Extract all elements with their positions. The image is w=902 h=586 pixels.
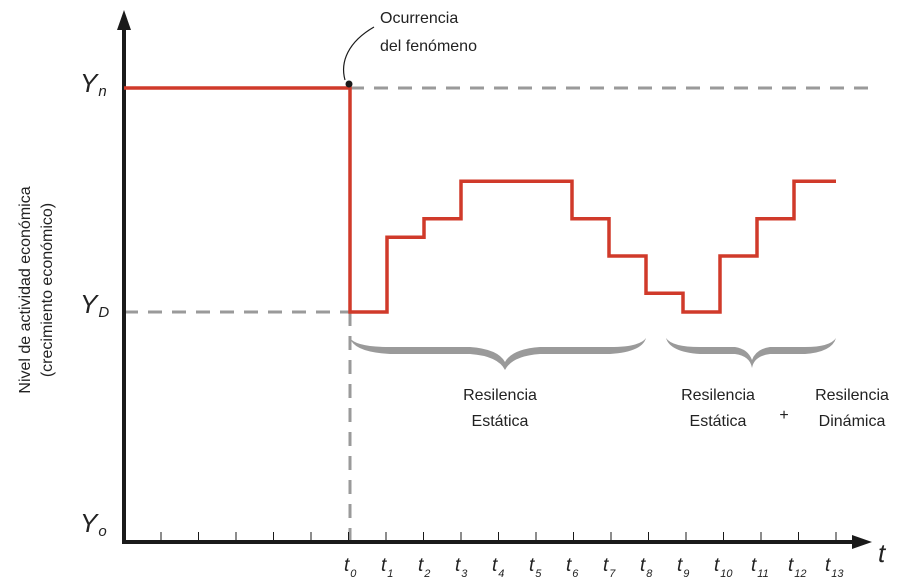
x-tick-label-t11: t11 [751, 555, 769, 580]
x-tick-label-t12: t12 [788, 555, 807, 580]
y-axis-title-line2: (crecimiento económico) [39, 203, 56, 377]
x-tick-label-t2: t2 [418, 555, 430, 580]
y-axis-title-line1: Nivel de actividad económica [17, 186, 34, 393]
event-leader-line [343, 26, 375, 81]
x-tick-label-t7: t7 [603, 555, 616, 580]
x-tick-label-t5: t5 [529, 555, 542, 580]
y-label-yd: YD [80, 289, 109, 321]
x-tick-label-t6: t6 [566, 555, 579, 580]
brace2-plus: + [779, 407, 788, 424]
event-marker [345, 80, 353, 88]
x-tick-label-t4: t4 [492, 555, 504, 580]
series-line [124, 86, 836, 314]
brace-static-resilience [350, 338, 646, 370]
x-axis-title: t [878, 538, 887, 568]
x-tick-label-t8: t8 [640, 555, 653, 580]
brace1-label-line2: Estática [472, 413, 529, 430]
y-axis-arrow [117, 10, 131, 30]
brace2-label-b-line2: Dinámica [819, 413, 886, 430]
x-tick-labels: t0 t1 t2 t3 t4 t5 t6 t7 t8 t9 t10 t11 t12 t13 [344, 555, 844, 580]
brace2-label-a-line1: Resilencia [681, 387, 755, 404]
brace2-label-b-line1: Resilencia [815, 387, 889, 404]
x-tick-label-t0: t0 [344, 555, 357, 580]
brace-static-dynamic-resilience [666, 338, 836, 368]
y-label-yn: Yn [80, 68, 107, 100]
y-label-yo: Yo [80, 508, 107, 540]
x-tick-label-t3: t3 [455, 555, 468, 580]
x-axis-ticks [160, 532, 837, 542]
brace2-label-a-line2: Estática [690, 413, 747, 430]
x-tick-label-t13: t13 [825, 555, 844, 580]
event-label-line1: Ocurrencia [380, 10, 458, 27]
svg-text:Yo: Yo [80, 508, 107, 540]
svg-text:YD: YD [80, 289, 109, 321]
x-tick-label-t10: t10 [714, 555, 733, 580]
brace1-label-line1: Resilencia [463, 387, 537, 404]
event-label-line2: del fenómeno [380, 38, 477, 55]
x-tick-label-t1: t1 [381, 555, 393, 580]
x-tick-label-t9: t9 [677, 555, 689, 580]
svg-text:Yn: Yn [80, 68, 107, 100]
x-axis-arrow [852, 535, 872, 549]
